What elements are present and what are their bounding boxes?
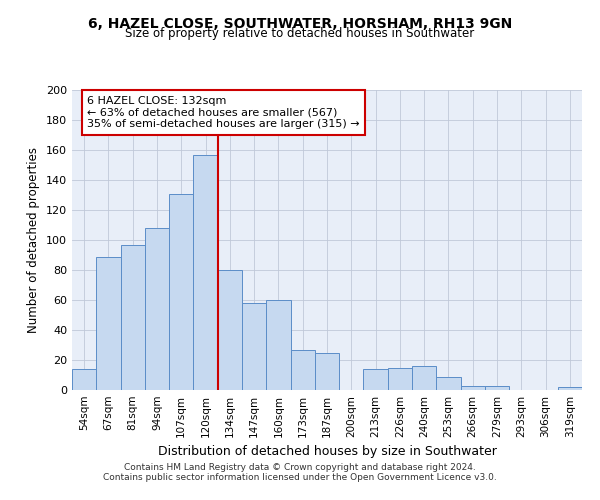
Bar bbox=[290, 350, 315, 390]
Bar bbox=[388, 368, 412, 390]
Bar bbox=[364, 369, 388, 390]
Bar bbox=[218, 270, 242, 390]
Text: Size of property relative to detached houses in Southwater: Size of property relative to detached ho… bbox=[125, 28, 475, 40]
Bar bbox=[145, 228, 169, 390]
Bar bbox=[558, 387, 582, 390]
Bar bbox=[193, 154, 218, 390]
Text: Contains HM Land Registry data © Crown copyright and database right 2024.: Contains HM Land Registry data © Crown c… bbox=[124, 464, 476, 472]
Bar bbox=[242, 303, 266, 390]
Bar bbox=[412, 366, 436, 390]
Y-axis label: Number of detached properties: Number of detached properties bbox=[28, 147, 40, 333]
Text: Contains public sector information licensed under the Open Government Licence v3: Contains public sector information licen… bbox=[103, 474, 497, 482]
Bar bbox=[121, 244, 145, 390]
Bar bbox=[169, 194, 193, 390]
Bar bbox=[485, 386, 509, 390]
Bar bbox=[96, 256, 121, 390]
X-axis label: Distribution of detached houses by size in Southwater: Distribution of detached houses by size … bbox=[158, 446, 496, 458]
Bar bbox=[72, 369, 96, 390]
Bar bbox=[266, 300, 290, 390]
Text: 6 HAZEL CLOSE: 132sqm
← 63% of detached houses are smaller (567)
35% of semi-det: 6 HAZEL CLOSE: 132sqm ← 63% of detached … bbox=[88, 96, 360, 129]
Text: 6, HAZEL CLOSE, SOUTHWATER, HORSHAM, RH13 9GN: 6, HAZEL CLOSE, SOUTHWATER, HORSHAM, RH1… bbox=[88, 18, 512, 32]
Bar bbox=[315, 352, 339, 390]
Bar bbox=[436, 376, 461, 390]
Bar bbox=[461, 386, 485, 390]
